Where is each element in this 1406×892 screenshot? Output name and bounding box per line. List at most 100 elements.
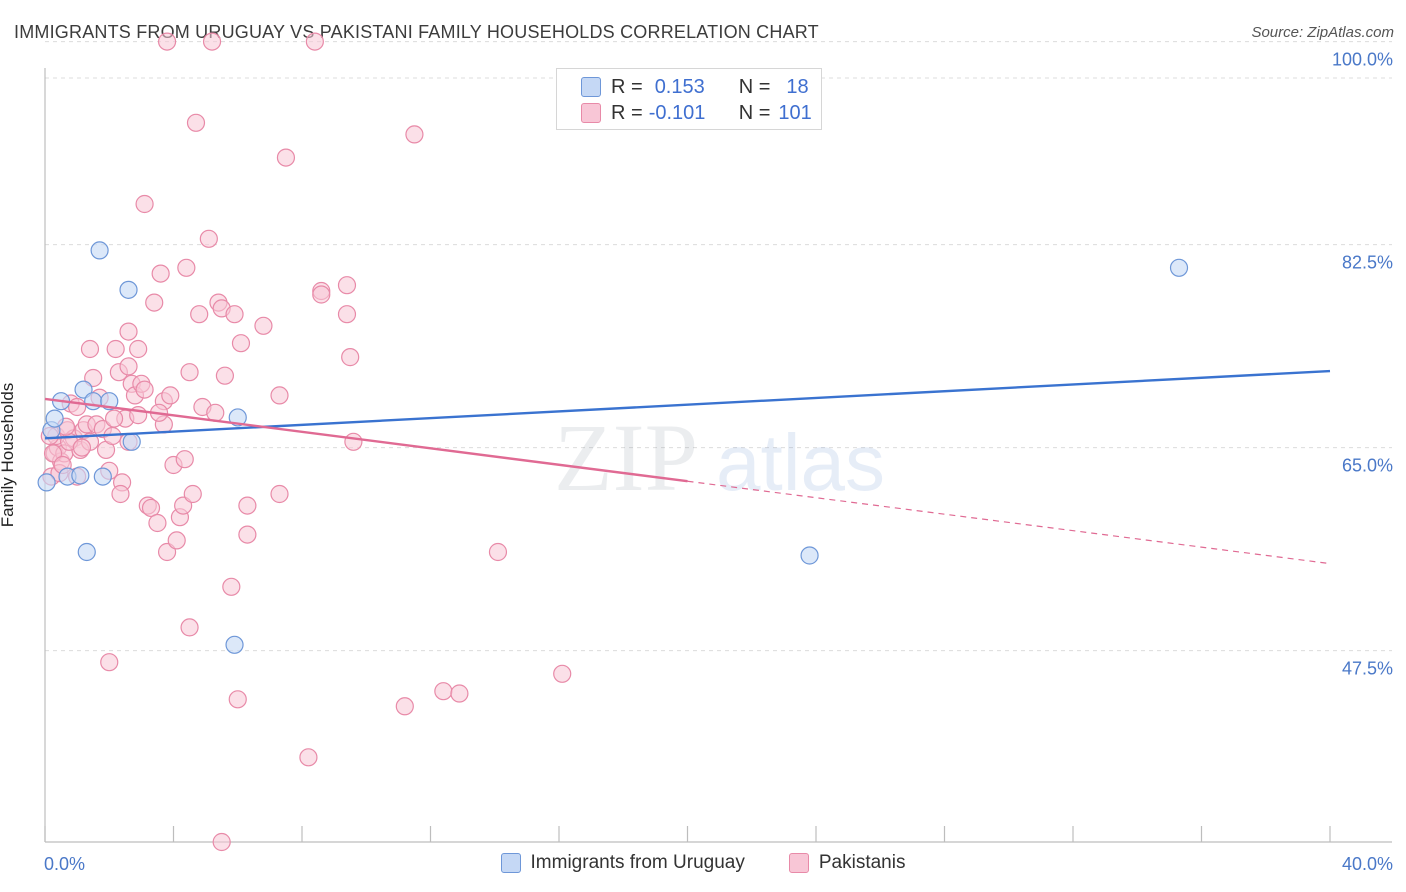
pakistani-point xyxy=(135,194,154,214)
pakistani-point xyxy=(270,386,289,405)
uruguay-point xyxy=(122,432,141,451)
x-tick-label: 40.0% xyxy=(1342,854,1393,874)
pakistani-point xyxy=(202,32,222,51)
r-label: R = xyxy=(611,75,643,98)
watermark: ZIP atlas xyxy=(554,404,885,511)
pakistani-point xyxy=(222,577,241,596)
uruguay-point xyxy=(228,408,247,427)
y-tick-label: 100.0% xyxy=(1332,50,1393,70)
pakistani-point xyxy=(177,258,196,277)
pakistani-point xyxy=(238,525,257,544)
pakistani-point xyxy=(157,32,177,51)
pakistani-point xyxy=(553,664,572,683)
pakistani-point xyxy=(395,697,414,716)
pakistani-point xyxy=(299,748,318,767)
pakistani-point xyxy=(167,531,186,550)
chart-source: Source: ZipAtlas.com xyxy=(1251,24,1394,41)
pakistani-point xyxy=(337,305,357,324)
pakistani-point xyxy=(183,484,202,504)
pakistani-legend-swatch xyxy=(788,853,809,873)
pakistani-point xyxy=(72,438,92,457)
pakistani-point xyxy=(80,339,100,359)
series-legend: Immigrants from Uruguay Pakistanis xyxy=(0,852,1406,874)
pakistani-point xyxy=(129,339,148,359)
pakistani-point xyxy=(276,148,296,167)
pakistani-point xyxy=(180,363,199,382)
pakistani-point xyxy=(199,229,218,248)
uruguay-legend-swatch xyxy=(500,853,521,873)
legend-item-pakistanis[interactable]: Pakistanis xyxy=(788,852,906,874)
uruguay-point xyxy=(800,546,819,565)
uruguay-point xyxy=(71,466,90,485)
pakistani-point xyxy=(270,484,289,504)
stats-legend: R = 0.153 N = 18 R = -0.101 N = 101 xyxy=(556,68,822,130)
legend-label-pakistanis: Pakistanis xyxy=(818,852,906,873)
r-value: -0.101 xyxy=(648,101,706,124)
n-label: N = xyxy=(738,101,771,124)
pakistani-point xyxy=(119,322,138,341)
pakistani-point xyxy=(337,276,357,295)
pakistani-point xyxy=(190,305,209,324)
y-tick-label: 47.5% xyxy=(1342,659,1393,679)
pakistani-point xyxy=(344,432,363,451)
pakistani-point xyxy=(305,32,324,51)
uruguay-point xyxy=(84,392,103,411)
watermark-zip: ZIP xyxy=(554,404,698,511)
y-tick-label: 65.0% xyxy=(1342,456,1393,476)
pakistani-point xyxy=(254,316,273,335)
n-value: 101 xyxy=(778,101,812,124)
pakistani-point xyxy=(450,684,469,703)
pakistani-point xyxy=(111,484,130,504)
pakistani-trend-line xyxy=(44,397,688,483)
tick-labels: 47.5% 65.0% 82.5% 100.0% 0.0% 40.0% xyxy=(44,50,1393,874)
uruguay-point xyxy=(1169,258,1189,277)
uruguay-point xyxy=(90,241,109,260)
pakistani-point xyxy=(238,496,257,515)
uruguay-point xyxy=(93,467,112,486)
trend-lines xyxy=(44,369,1331,565)
uruguay-point xyxy=(119,280,138,299)
pakistani-point xyxy=(119,357,138,376)
pakistani-point xyxy=(186,113,206,132)
pakistani-point xyxy=(312,285,331,304)
legend-label-uruguay: Immigrants from Uruguay xyxy=(530,852,745,873)
pakistani-point xyxy=(228,690,247,709)
stats-row-pakistani: R = -0.101 N = 101 xyxy=(581,101,812,125)
pakistani-points xyxy=(40,32,572,852)
pakistani-point xyxy=(151,264,170,283)
pakistani-point xyxy=(215,366,234,385)
pakistani-point xyxy=(180,618,199,637)
pakistani-point xyxy=(231,334,251,353)
pakistani-point xyxy=(175,450,194,469)
stats-row-uruguay: R = 0.153 N = 18 xyxy=(581,75,809,99)
x-tick-label: 0.0% xyxy=(44,854,85,874)
pakistani-swatch xyxy=(581,103,601,123)
uruguay-point xyxy=(225,635,244,654)
pakistani-point xyxy=(157,542,177,562)
pakistani-point xyxy=(43,444,63,463)
r-value: 0.153 xyxy=(654,75,705,98)
n-value: 18 xyxy=(786,75,809,98)
pakistani-point xyxy=(161,386,180,405)
pakistani-point xyxy=(148,513,167,533)
pakistani-point xyxy=(488,542,508,562)
uruguay-point xyxy=(77,542,96,562)
uruguay-point xyxy=(45,409,64,428)
pakistani-point xyxy=(135,380,154,399)
pakistani-point xyxy=(225,305,244,324)
uruguay-point xyxy=(74,380,93,399)
r-label: R = xyxy=(611,101,643,124)
pakistani-point xyxy=(341,348,360,367)
pakistani-trend-extension xyxy=(687,480,1331,565)
uruguay-swatch xyxy=(581,77,601,97)
uruguay-point xyxy=(37,473,56,492)
n-label: N = xyxy=(738,75,771,98)
pakistani-point xyxy=(100,653,119,672)
y-tick-label: 82.5% xyxy=(1342,253,1393,273)
pakistani-point xyxy=(84,368,103,388)
pakistani-point xyxy=(405,125,424,144)
legend-item-uruguay[interactable]: Immigrants from Uruguay xyxy=(500,852,745,874)
watermark-atlas: atlas xyxy=(716,418,885,507)
pakistani-point xyxy=(434,682,453,701)
